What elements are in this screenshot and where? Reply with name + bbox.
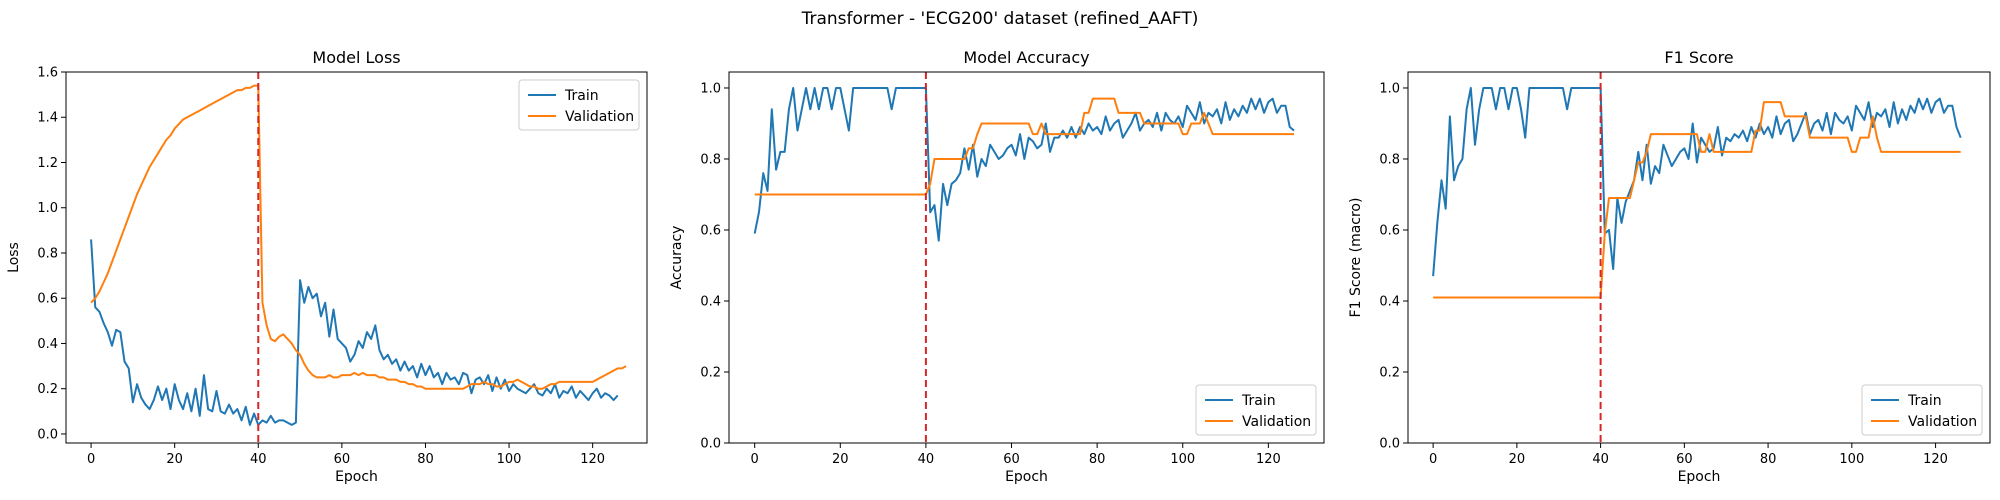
y-tick-label: 0.0	[37, 427, 58, 442]
y-axis-label: Accuracy	[669, 226, 685, 290]
x-axis-label: Epoch	[1678, 469, 1721, 485]
y-tick-label: 0.4	[700, 294, 721, 309]
legend-label-train: Train	[1907, 393, 1942, 409]
series-line-train	[90, 239, 619, 426]
y-tick-label: 1.6	[37, 66, 58, 81]
x-tick-label: 100	[1170, 452, 1195, 467]
legend-box	[518, 79, 640, 131]
y-tick-label: 1.4	[37, 111, 58, 126]
y-tick-label: 0.0	[1379, 437, 1400, 452]
series-line-train	[1432, 86, 1962, 277]
x-tick-label: 40	[1592, 452, 1609, 467]
series-line-validation	[754, 97, 1295, 196]
x-axis-label: Epoch	[335, 469, 378, 485]
plot-frame	[728, 71, 1325, 444]
x-tick-label: 100	[497, 452, 522, 467]
y-tick-label: 0.6	[700, 223, 721, 238]
y-tick-label: 1.0	[700, 81, 721, 96]
y-tick-label: 0.2	[1379, 365, 1400, 380]
x-tick-label: 120	[1256, 452, 1281, 467]
y-tick-label: 0.2	[37, 382, 58, 397]
y-tick-label: 0.8	[37, 246, 58, 261]
y-tick-label: 0.6	[37, 292, 58, 307]
x-tick-label: 100	[1839, 452, 1864, 467]
x-tick-label: 60	[1003, 452, 1020, 467]
x-tick-label: 40	[918, 452, 935, 467]
y-axis-label: F1 Score (macro)	[1348, 198, 1364, 318]
legend: Train Validation	[518, 79, 640, 131]
x-tick-label: 0	[87, 452, 95, 467]
x-tick-label: 60	[334, 452, 351, 467]
chart-panel-1: Model Loss 0 20 40 60 80 100 120 0.0 0.2 0.4 0.6 0.8…	[6, 48, 648, 485]
x-tick-label: 80	[417, 452, 434, 467]
x-tick-label: 20	[832, 452, 849, 467]
plot-frame	[65, 71, 648, 444]
series-line-train	[753, 86, 1295, 242]
plot-frame	[1407, 71, 1991, 444]
chart-title: Model Loss	[312, 48, 400, 67]
y-tick-label: 1.0	[1379, 81, 1400, 96]
x-tick-label: 120	[580, 452, 605, 467]
x-tick-label: 0	[1429, 452, 1437, 467]
legend-label-validation: Validation	[565, 109, 634, 125]
y-tick-label: 0.4	[37, 337, 58, 352]
y-tick-label: 0.2	[700, 365, 721, 380]
y-tick-label: 0.4	[1379, 294, 1400, 309]
legend-label-train: Train	[1241, 393, 1276, 409]
legend-box	[1861, 384, 1983, 436]
legend-box	[1195, 384, 1317, 436]
legend-label-validation: Validation	[1242, 414, 1311, 430]
legend-label-train: Train	[564, 88, 599, 104]
legend: Train Validation	[1861, 384, 1983, 436]
x-tick-label: 0	[751, 452, 759, 467]
y-tick-label: 0.8	[700, 152, 721, 167]
chart-title: F1 Score	[1664, 48, 1733, 67]
x-tick-label: 40	[250, 452, 267, 467]
x-tick-label: 80	[1760, 452, 1777, 467]
y-tick-label: 0.8	[1379, 152, 1400, 167]
y-tick-label: 1.0	[37, 201, 58, 216]
y-tick-label: 0.0	[700, 437, 721, 452]
x-tick-label: 80	[1089, 452, 1106, 467]
x-tick-label: 60	[1676, 452, 1693, 467]
y-tick-label: 1.2	[37, 156, 58, 171]
y-axis-label: Loss	[6, 242, 22, 273]
chart-panel-2: Model Accuracy 0 20 40 60 80 100 120 0.0 0.2 0.4 0.…	[669, 48, 1325, 485]
chart-title: Model Accuracy	[963, 48, 1089, 67]
chart-panel-3: F1 Score 0 20 40 60 80 100 120 0.0 0.2 0.4 0.6 0.8 1.…	[1348, 48, 1991, 485]
legend: Train Validation	[1195, 384, 1317, 436]
x-axis-label: Epoch	[1005, 469, 1048, 485]
figure-title: Transformer - 'ECG200' dataset (refined_…	[801, 9, 1199, 29]
series-line-validation	[1433, 101, 1961, 299]
legend-label-validation: Validation	[1908, 414, 1977, 430]
x-tick-label: 120	[1923, 452, 1948, 467]
series-line-validation	[90, 84, 627, 390]
x-tick-label: 20	[166, 452, 183, 467]
y-tick-label: 0.6	[1379, 223, 1400, 238]
x-tick-label: 20	[1509, 452, 1526, 467]
